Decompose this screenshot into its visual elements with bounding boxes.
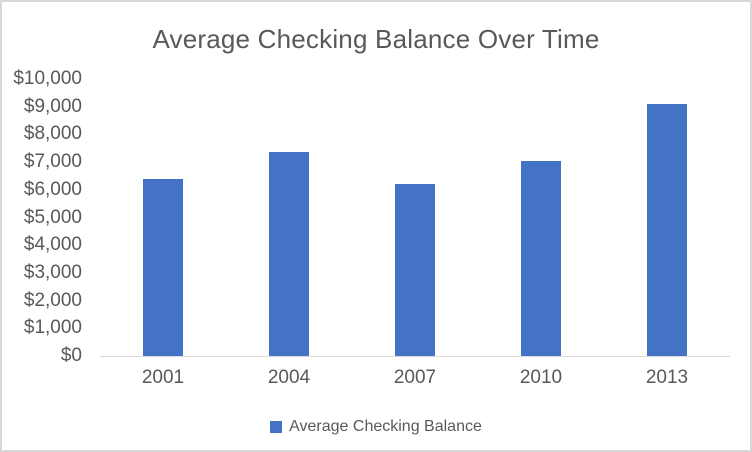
y-axis-tick-label: $1,000 bbox=[23, 317, 82, 339]
y-axis-tick-label: $10,000 bbox=[13, 68, 82, 89]
y-axis-tick-label: $6,000 bbox=[23, 178, 82, 200]
y-axis-tick-label: $8,000 bbox=[23, 123, 82, 145]
bar-2013 bbox=[647, 103, 687, 356]
x-axis-tick-label: 2010 bbox=[519, 367, 563, 388]
y-axis: $0 $1,000 $2,000 $3,000 $4,000 $5,000 $6,000 $7… bbox=[2, 2, 82, 450]
y-axis-tick-label: $5,000 bbox=[23, 206, 82, 228]
legend-label: Average Checking Balance bbox=[289, 418, 482, 435]
y-axis-tick-label: $4,000 bbox=[23, 234, 82, 256]
x-axis-tick-label: 2001 bbox=[141, 367, 185, 388]
bar-2010 bbox=[521, 160, 561, 356]
x-axis-tick-label: 2013 bbox=[645, 367, 689, 388]
x-axis-tick-label: 2007 bbox=[393, 367, 437, 388]
bar-2007 bbox=[395, 184, 435, 356]
y-axis-tick-label: $7,000 bbox=[23, 151, 82, 173]
y-axis-tick-label: $0 bbox=[60, 345, 82, 366]
y-axis-tick-label: $3,000 bbox=[23, 261, 82, 283]
y-axis-tick-label: $9,000 bbox=[23, 95, 82, 117]
bar-2004 bbox=[269, 152, 309, 356]
y-axis-tick-label: $2,000 bbox=[23, 289, 82, 311]
chart-title: Average Checking Balance Over Time bbox=[152, 24, 600, 54]
legend: Average Checking Balance bbox=[2, 418, 750, 436]
legend-swatch-icon bbox=[270, 421, 283, 433]
bar-2001 bbox=[143, 178, 183, 356]
plot-area bbox=[100, 79, 730, 357]
x-axis-tick-label: 2004 bbox=[267, 367, 311, 388]
